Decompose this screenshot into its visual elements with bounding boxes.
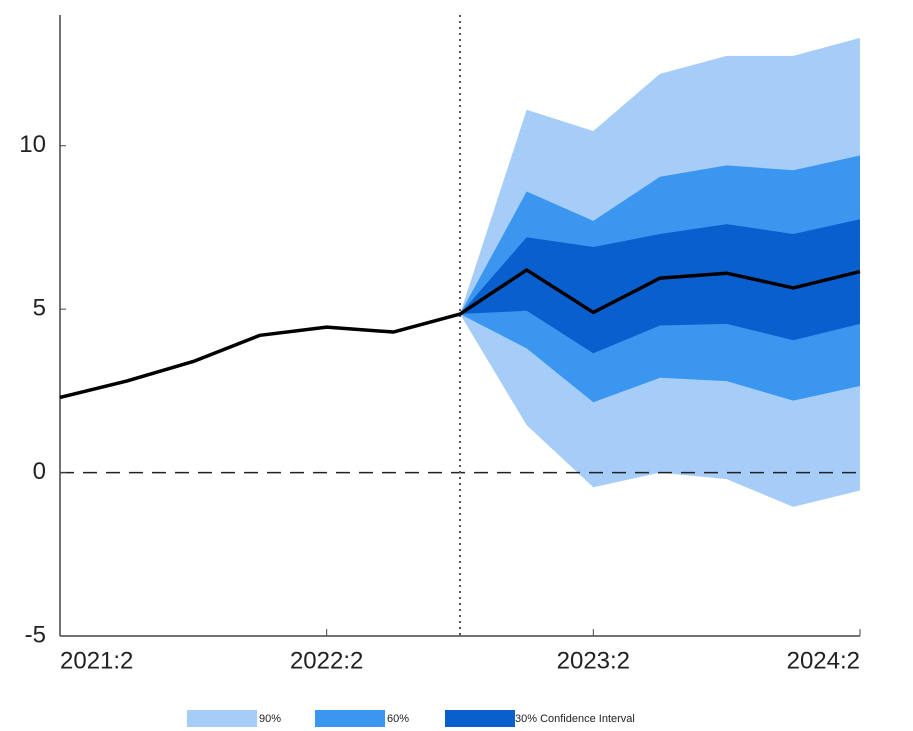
- legend-label: 90%: [259, 713, 281, 725]
- y-tick-label: 0: [33, 458, 46, 485]
- legend-swatch: [445, 710, 515, 727]
- central-line: [59, 268, 861, 400]
- legend-label: 30% Confidence Interval: [515, 713, 635, 725]
- legend-label: 60%: [387, 713, 409, 725]
- x-tick-label: 2023:2: [557, 647, 630, 674]
- y-tick-label: -5: [25, 621, 46, 648]
- y-tick-label: 5: [33, 295, 46, 322]
- legend-swatch: [315, 710, 385, 727]
- legend-swatch: [187, 710, 257, 727]
- x-tick-label: 2024:2: [787, 647, 860, 674]
- fan-band: [460, 219, 860, 354]
- x-tick-label: 2021:2: [60, 647, 133, 674]
- x-tick-label: 2022:2: [290, 647, 363, 674]
- y-tick-label: 10: [19, 131, 46, 158]
